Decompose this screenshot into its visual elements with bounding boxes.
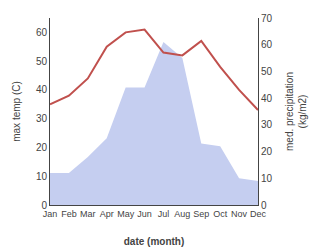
svg-text:May: May xyxy=(117,209,135,219)
svg-text:Nov: Nov xyxy=(231,209,248,219)
svg-text:0: 0 xyxy=(261,200,267,211)
svg-text:40: 40 xyxy=(261,93,273,104)
svg-text:60: 60 xyxy=(261,39,273,50)
svg-text:Jun: Jun xyxy=(137,209,152,219)
svg-text:Oct: Oct xyxy=(213,209,228,219)
svg-text:Sep: Sep xyxy=(193,209,209,219)
svg-text:20: 20 xyxy=(36,142,48,153)
svg-text:10: 10 xyxy=(261,173,273,184)
svg-text:Mar: Mar xyxy=(80,209,96,219)
svg-text:date (month): date (month) xyxy=(124,236,185,247)
svg-text:50: 50 xyxy=(36,56,48,67)
svg-text:Jan: Jan xyxy=(43,209,58,219)
svg-text:med. precipitation(kg/m2): med. precipitation(kg/m2) xyxy=(284,72,308,151)
svg-text:50: 50 xyxy=(261,66,273,77)
svg-text:40: 40 xyxy=(36,84,48,95)
svg-text:70: 70 xyxy=(261,13,273,24)
svg-text:Apr: Apr xyxy=(100,209,114,219)
svg-text:30: 30 xyxy=(36,113,48,124)
svg-text:Aug: Aug xyxy=(174,209,190,219)
svg-text:Dec: Dec xyxy=(250,209,267,219)
svg-text:10: 10 xyxy=(36,171,48,182)
svg-text:20: 20 xyxy=(261,146,273,157)
svg-text:Feb: Feb xyxy=(61,209,77,219)
svg-text:0: 0 xyxy=(41,200,47,211)
svg-text:60: 60 xyxy=(36,27,48,38)
svg-text:Jul: Jul xyxy=(158,209,170,219)
svg-text:max temp (C): max temp (C) xyxy=(11,81,22,142)
svg-text:30: 30 xyxy=(261,119,273,130)
